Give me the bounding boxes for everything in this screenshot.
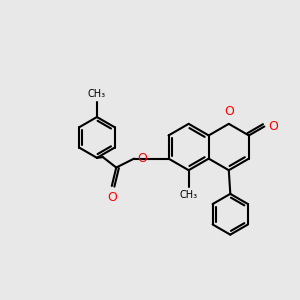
Text: O: O [224, 106, 234, 118]
Text: CH₃: CH₃ [180, 190, 198, 200]
Text: O: O [138, 152, 148, 165]
Text: CH₃: CH₃ [88, 88, 106, 99]
Text: O: O [107, 191, 117, 204]
Text: O: O [268, 120, 278, 133]
